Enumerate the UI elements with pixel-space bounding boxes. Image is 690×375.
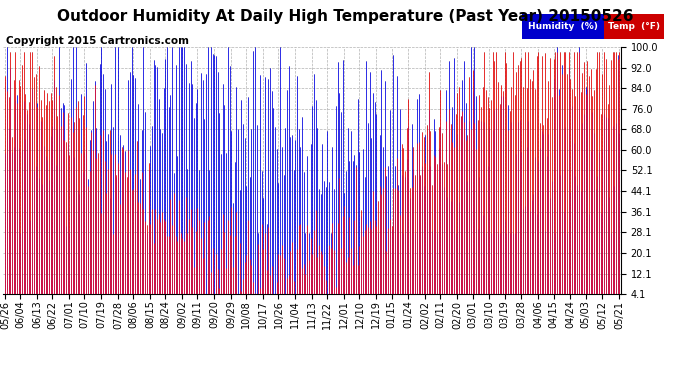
Text: Humidity  (%): Humidity (%) (528, 22, 598, 31)
Text: Temp  (°F): Temp (°F) (608, 22, 660, 31)
Text: Outdoor Humidity At Daily High Temperature (Past Year) 20150526: Outdoor Humidity At Daily High Temperatu… (57, 9, 633, 24)
Text: Copyright 2015 Cartronics.com: Copyright 2015 Cartronics.com (6, 36, 188, 46)
